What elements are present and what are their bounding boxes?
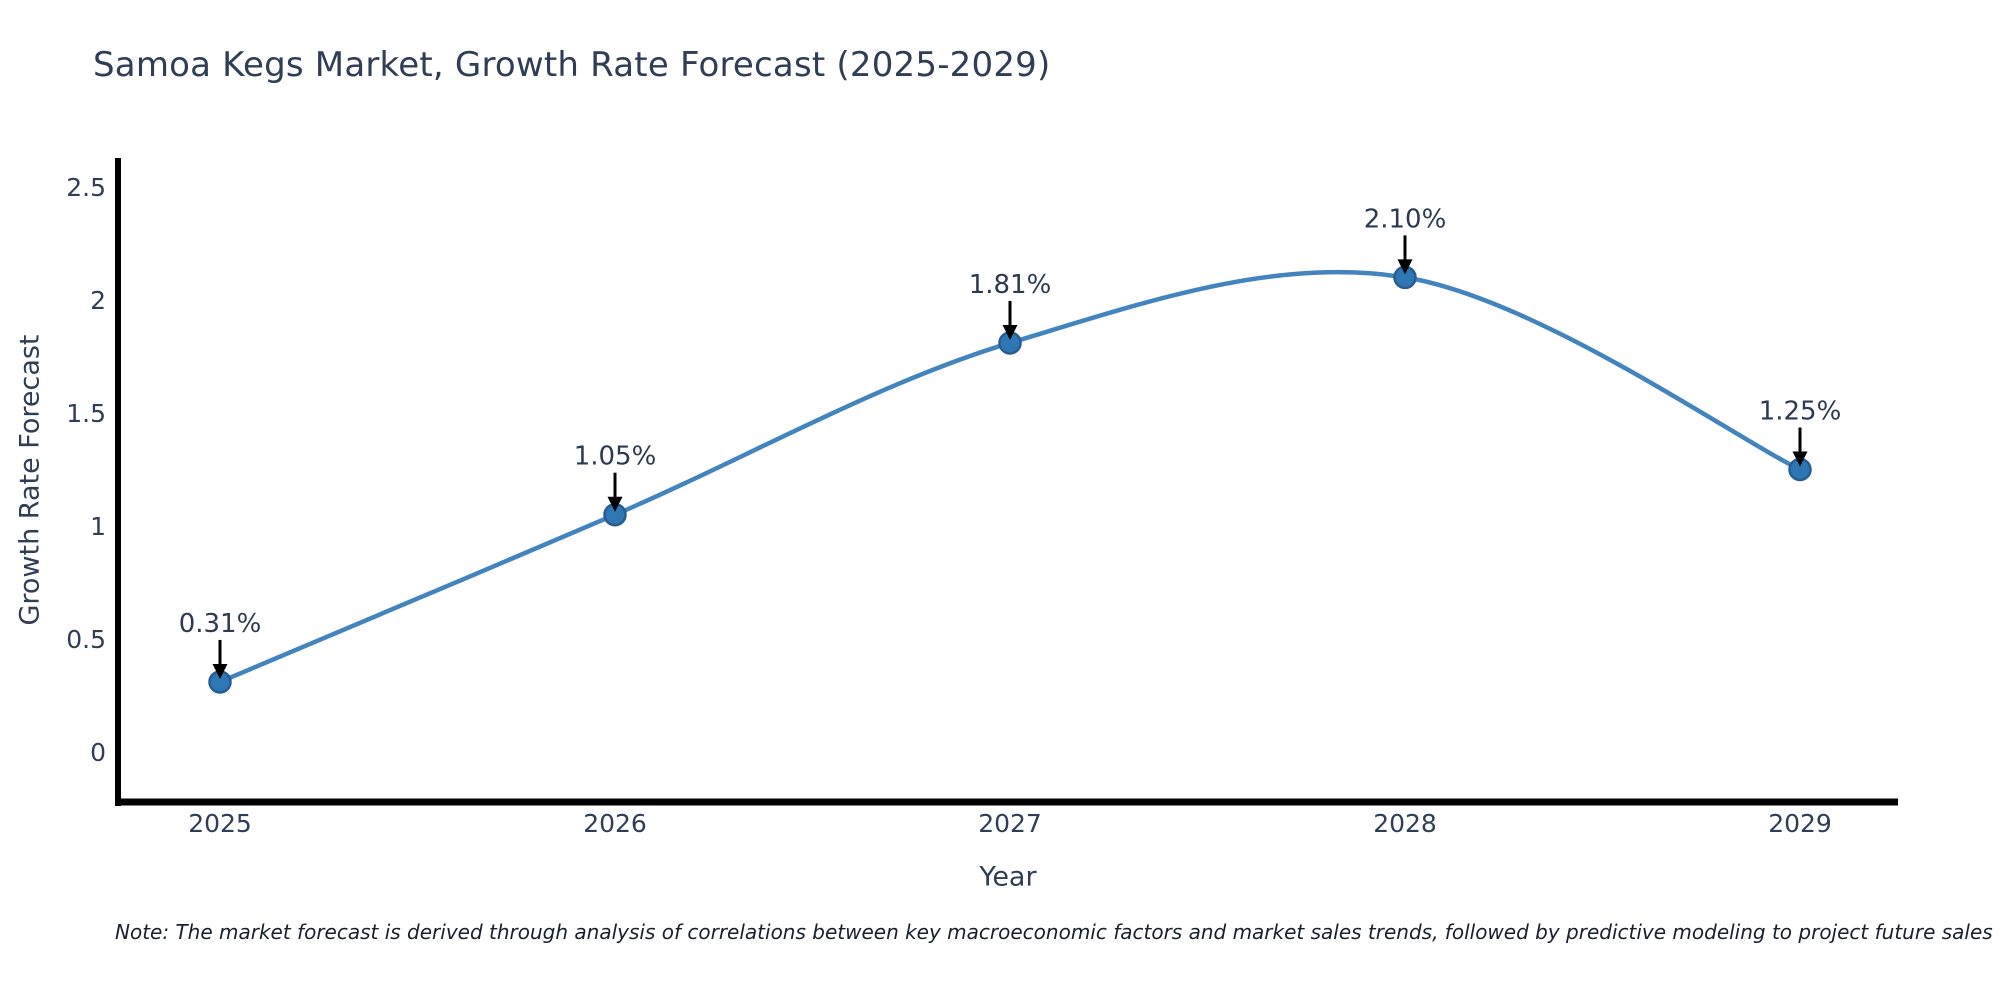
annotation-arrowhead <box>1792 451 1808 467</box>
annotation-arrowhead <box>607 496 623 512</box>
y-tick-label: 1.5 <box>66 399 106 428</box>
y-tick-label: 2 <box>90 286 106 315</box>
annotation-arrowhead <box>1002 324 1018 340</box>
chart-title: Samoa Kegs Market, Growth Rate Forecast … <box>93 45 1051 85</box>
chart-note: Note: The market forecast is derived thr… <box>115 920 1993 944</box>
data-label: 1.81% <box>969 270 1052 300</box>
data-label: 1.05% <box>574 442 657 472</box>
x-tick-label: 2026 <box>583 809 647 838</box>
annotation-arrowhead <box>1397 259 1413 275</box>
x-tick-label: 2028 <box>1373 809 1437 838</box>
data-label: 0.31% <box>179 609 262 639</box>
data-label: 1.25% <box>1759 397 1842 427</box>
x-tick-label: 2027 <box>978 809 1042 838</box>
y-tick-label: 0.5 <box>66 625 106 654</box>
x-tick-label: 2029 <box>1768 809 1832 838</box>
x-axis-title: Year <box>979 861 1037 893</box>
y-tick-label: 2.5 <box>66 173 106 202</box>
x-tick-label: 2025 <box>188 809 252 838</box>
y-tick-label: 0 <box>90 738 106 767</box>
annotation-arrowhead <box>212 663 228 679</box>
data-label: 2.10% <box>1364 204 1447 234</box>
y-tick-label: 1 <box>90 512 106 541</box>
